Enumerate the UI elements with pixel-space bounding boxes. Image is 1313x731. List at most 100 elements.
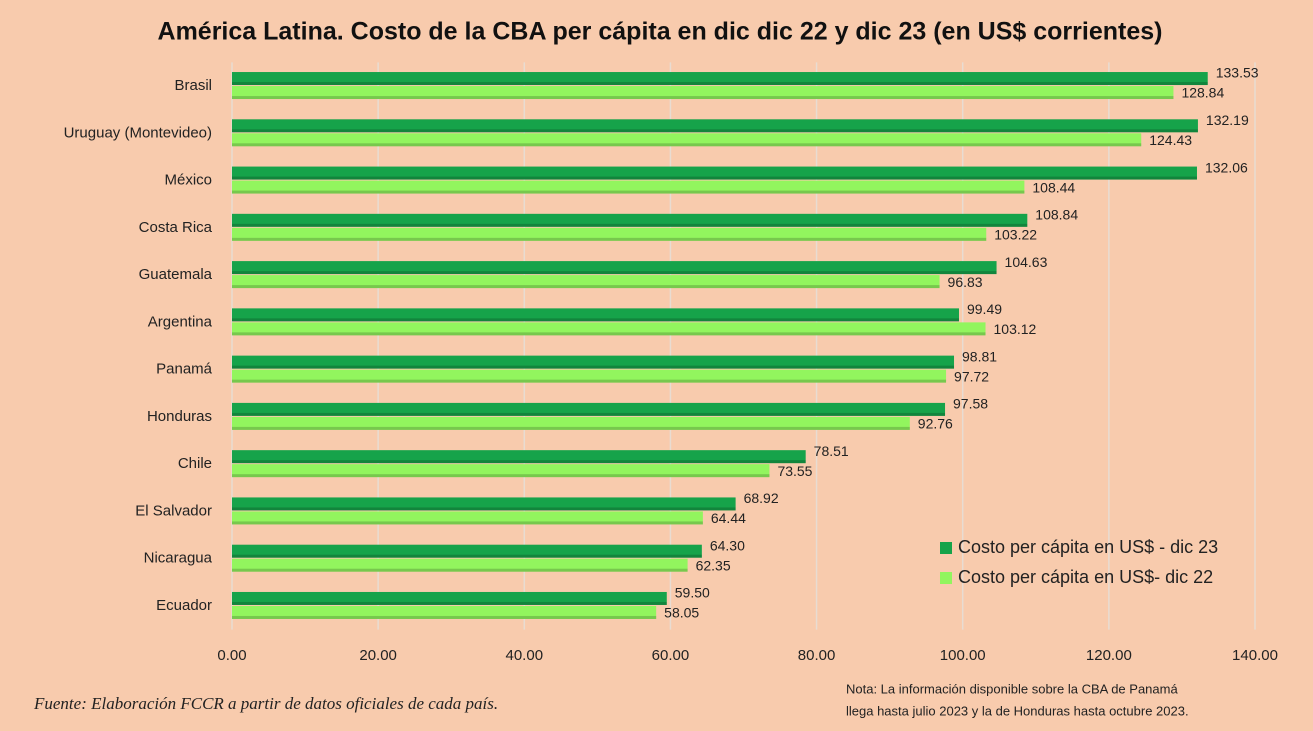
bar [232,511,703,525]
bar [232,180,1025,194]
bar-shade [232,176,1197,180]
x-tick-label: 20.00 [359,647,397,664]
x-tick-label: 140.00 [1232,647,1278,664]
y-tick-label: Uruguay (Montevideo) [64,124,212,141]
bar-shade [232,507,736,511]
bar [232,558,688,572]
bar [232,133,1142,147]
bar [232,119,1198,133]
value-label: 132.06 [1205,159,1248,175]
bar-shade [232,143,1142,147]
value-label: 97.58 [953,396,988,412]
value-label: 108.44 [1032,179,1075,195]
value-label: 92.76 [918,416,953,432]
bar [232,308,959,322]
bar [232,72,1208,86]
value-label: 64.30 [710,537,745,553]
bar-shade [232,379,947,383]
x-tick-label: 0.00 [217,647,246,664]
legend-swatch [940,542,952,554]
legend-label: Costo per cápita en US$- dic 22 [958,567,1213,587]
bar [232,166,1197,180]
x-tick-label: 80.00 [798,647,836,664]
bar-shade [232,426,910,430]
bar-shade [232,318,959,322]
note: llega hasta julio 2023 y la de Honduras … [846,703,1189,718]
x-tick-label: 120.00 [1086,647,1132,664]
bar-shade [232,237,987,241]
bar-shade [232,82,1208,86]
chart-title: América Latina. Costo de la CBA per cápi… [158,18,1163,46]
y-tick-label: Brasil [174,77,212,94]
value-label: 108.84 [1035,207,1078,223]
bar [232,497,736,511]
bar [232,591,667,605]
bar [232,605,657,619]
bar [232,261,997,275]
value-label: 58.05 [664,605,699,621]
value-label: 64.44 [711,510,746,526]
bar [232,227,987,241]
y-tick-label: Panamá [156,361,213,378]
y-tick-label: Ecuador [156,597,212,614]
value-label: 104.63 [1005,254,1048,270]
bar-shade [232,554,702,558]
value-label: 99.49 [967,301,1002,317]
bar [232,275,940,289]
x-tick-label: 40.00 [506,647,544,664]
bar [232,544,702,558]
bar-shade [232,412,946,416]
bar [232,402,946,416]
bar [232,369,947,383]
value-label: 103.22 [994,227,1037,243]
bar [232,464,770,478]
bar [232,416,910,430]
bar-shade [232,129,1198,133]
x-tick-label: 100.00 [940,647,986,664]
value-label: 59.50 [675,585,710,601]
y-tick-label: México [164,172,212,189]
bar-shade [232,223,1028,227]
bar-shade [232,568,688,572]
bar-shade [232,271,997,275]
value-label: 133.53 [1216,65,1259,81]
bar [232,213,1028,227]
y-tick-label: Honduras [147,408,212,425]
value-label: 97.72 [954,368,989,384]
x-tick-label: 60.00 [652,647,690,664]
y-tick-label: Chile [178,455,212,472]
bar-shade [232,190,1025,194]
value-label: 98.81 [962,348,997,364]
value-label: 128.84 [1181,85,1224,101]
y-tick-label: El Salvador [135,502,212,519]
note: Nota: La información disponible sobre la… [846,681,1178,696]
bar-shade [232,615,657,619]
bar-shade [232,96,1174,100]
bar-shade [232,332,986,336]
value-label: 132.19 [1206,112,1249,128]
bar [232,355,955,369]
bar-shade [232,460,806,464]
value-label: 73.55 [777,463,812,479]
bar-shade [232,521,703,525]
value-label: 124.43 [1149,132,1192,148]
legend-swatch [940,572,952,584]
y-tick-label: Costa Rica [139,219,213,236]
bar-shade [232,601,667,605]
value-label: 62.35 [696,557,731,573]
legend-label: Costo per cápita en US$ - dic 23 [958,537,1218,557]
value-label: 103.12 [994,321,1037,337]
bar-shade [232,365,955,369]
y-tick-label: Guatemala [139,266,213,283]
bar [232,450,806,464]
bar-shade [232,474,770,478]
bar-shade [232,285,940,289]
value-label: 68.92 [744,490,779,506]
y-tick-label: Nicaragua [144,550,213,567]
y-tick-label: Argentina [148,313,213,330]
bar [232,322,986,336]
value-label: 78.51 [814,443,849,459]
source: Fuente: Elaboración FCCR a partir de dat… [33,694,498,713]
value-label: 96.83 [948,274,983,290]
